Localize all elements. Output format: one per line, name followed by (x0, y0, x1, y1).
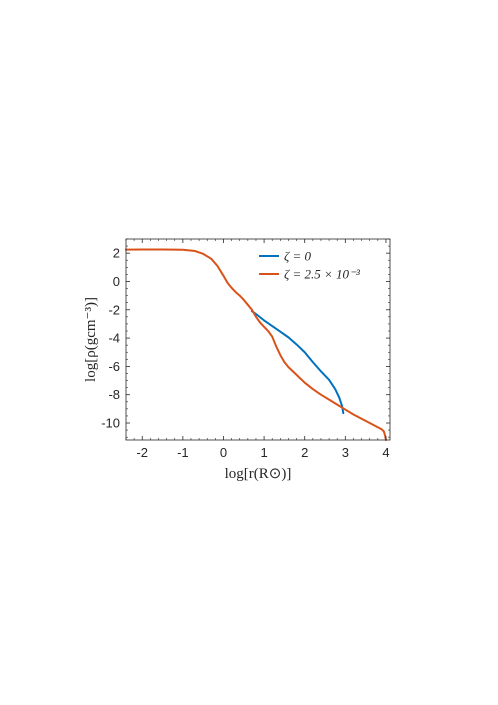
x-axis-title: log[r(R⊙)] (225, 466, 292, 482)
x-tick-label: 4 (382, 445, 389, 460)
x-tick-label: 1 (260, 445, 267, 460)
y-tick-label: -4 (108, 331, 120, 346)
ticks-layer: -2 -1 0 1 2 3 420-2-4-6-8-10 (101, 238, 390, 460)
x-tick-label: -2 (136, 445, 148, 460)
series-line-0 (250, 310, 345, 415)
x-tick-label: 0 (220, 445, 227, 460)
legend: ζ = 0 ζ = 2.5 × 10⁻³ (259, 249, 361, 282)
y-tick-label: -8 (108, 387, 120, 402)
legend-label-zeta-0: ζ = 0 (284, 249, 312, 264)
series-layer (125, 248, 387, 441)
plot-frame (125, 238, 391, 441)
series-line-1 (125, 248, 387, 441)
y-tick-label: -6 (108, 359, 120, 374)
y-tick-label: -10 (101, 416, 120, 431)
x-tick-label: 3 (342, 445, 349, 460)
plot-area (126, 239, 390, 440)
y-tick-label: 2 (113, 246, 120, 261)
x-tick-label: -1 (177, 445, 189, 460)
y-axis-title: log[ρ(gcm⁻³)] (83, 297, 99, 382)
y-tick-label: 0 (113, 274, 120, 289)
x-tick-label: 2 (301, 445, 308, 460)
legend-label-zeta-2p5e-3: ζ = 2.5 × 10⁻³ (284, 267, 361, 282)
y-tick-label: -2 (108, 302, 120, 317)
